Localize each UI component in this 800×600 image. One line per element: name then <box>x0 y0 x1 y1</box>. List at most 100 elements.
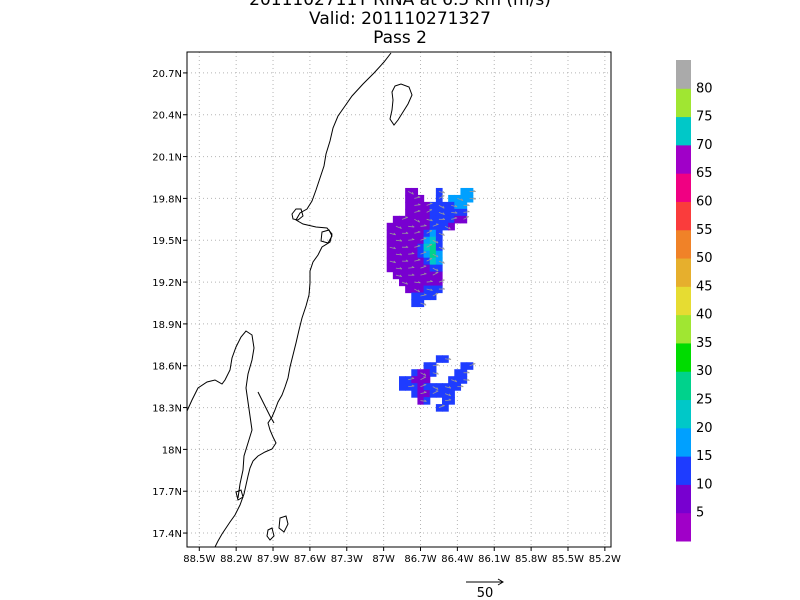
x-tick-label: 85.5W <box>552 554 584 565</box>
wind-vector <box>408 225 415 228</box>
wind-cell <box>411 236 419 245</box>
wind-cell <box>460 187 468 196</box>
wind-vector-head <box>430 280 433 282</box>
wind-cell <box>429 257 437 266</box>
wind-vector-head <box>442 217 446 220</box>
wind-vector-head <box>423 293 427 296</box>
colorbar-swatch <box>676 173 691 202</box>
wind-vector <box>463 216 470 220</box>
wind-vector <box>438 195 445 199</box>
grid-lines <box>187 52 611 547</box>
wind-vector <box>426 218 433 222</box>
wind-cell <box>417 215 425 224</box>
wind-vector-head <box>411 273 415 276</box>
wind-vector <box>426 288 433 291</box>
wind-cell <box>429 229 437 238</box>
wind-vector-head <box>424 303 427 306</box>
wind-cell <box>429 208 437 217</box>
wind-vector-head <box>467 210 470 213</box>
wind-vector <box>438 232 445 236</box>
wind-vector-head <box>411 377 415 379</box>
wind-cell <box>417 278 425 287</box>
colorbar-label: 55 <box>696 223 713 238</box>
wind-vector-head <box>436 372 439 375</box>
wind-vector <box>408 239 415 241</box>
wind-vector <box>444 393 451 397</box>
wind-vector <box>420 376 427 381</box>
x-tick-label: 88.2W <box>220 554 252 565</box>
wind-vector-head <box>461 385 464 388</box>
wind-vector-head <box>423 272 427 275</box>
wind-vector <box>438 205 445 209</box>
wind-cell <box>423 390 431 398</box>
wind-cell <box>399 222 406 231</box>
vector-scale-key: 50 <box>466 578 504 600</box>
wind-cell <box>423 369 431 377</box>
wind-vector-head <box>442 233 445 236</box>
wind-vector-head <box>436 268 439 272</box>
wind-cell <box>429 285 437 294</box>
wind-vector-head <box>399 274 403 277</box>
wind-vector <box>420 294 427 297</box>
wind-vector <box>414 288 420 293</box>
wind-cell <box>423 250 431 259</box>
x-tick-label: 86.4W <box>441 554 473 565</box>
wind-cell <box>435 250 443 259</box>
wind-cell <box>411 369 419 377</box>
wind-cell <box>386 236 394 245</box>
wind-cell <box>417 257 425 266</box>
wind-cell <box>435 194 443 203</box>
wind-vector-head <box>442 190 446 194</box>
wind-vector <box>469 363 476 367</box>
colorbar-label: 60 <box>696 194 713 209</box>
wind-cell <box>411 299 419 308</box>
island-west <box>291 208 304 221</box>
wind-vector-head <box>442 212 445 215</box>
wind-cell <box>435 222 443 231</box>
wind-vector <box>408 253 415 255</box>
wind-cell <box>411 271 419 280</box>
wind-cell <box>454 201 462 210</box>
wind-vector <box>451 204 458 208</box>
wind-vector-head <box>411 384 415 387</box>
x-tick-label: 87.3W <box>331 554 363 565</box>
wind-vector-head <box>448 398 452 401</box>
wind-cell <box>423 222 431 231</box>
wind-vector <box>426 281 433 283</box>
colorbar-swatch <box>676 229 691 259</box>
wind-vector-head <box>454 216 458 219</box>
coastline <box>187 52 413 547</box>
wind-vector <box>438 246 445 250</box>
wind-cell <box>417 376 425 384</box>
wind-vector-head <box>467 378 470 381</box>
wind-vector-head <box>436 254 439 258</box>
chart-pass: Pass 2 <box>373 28 427 48</box>
wind-speed-cells <box>386 187 474 412</box>
y-tick-label: 17.4N <box>152 529 182 540</box>
wind-cell <box>423 397 431 405</box>
y-tick-label: 18N <box>162 445 182 456</box>
wind-vector <box>463 379 470 381</box>
wind-cell <box>405 278 412 287</box>
wind-cell <box>429 390 437 398</box>
wind-cell <box>460 215 468 224</box>
colorbar-label: 25 <box>696 393 713 408</box>
wind-vector <box>414 204 421 206</box>
wind-vector-head <box>454 204 458 208</box>
wind-vector-head <box>461 198 464 201</box>
wind-vector-head <box>424 224 427 227</box>
wind-vector <box>414 245 421 248</box>
wind-cell <box>405 215 412 224</box>
wind-vector-head <box>424 399 427 402</box>
wind-cell <box>435 383 443 391</box>
y-tick-label: 20.1N <box>152 153 182 164</box>
wind-vector <box>426 244 433 248</box>
colorbar-swatch <box>676 258 691 287</box>
wind-vector-head <box>405 245 409 248</box>
wind-cell <box>386 222 394 231</box>
wind-cell <box>435 236 443 245</box>
wind-vector <box>395 225 402 229</box>
wind-vector-head <box>399 226 402 229</box>
wind-cell <box>423 383 431 391</box>
wind-vector-head <box>424 373 427 376</box>
